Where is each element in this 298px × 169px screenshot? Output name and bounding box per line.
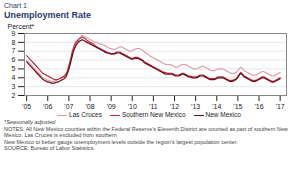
svg-text:'11: '11 [149, 103, 158, 110]
html-text:SOURCE: Bureau of Labor Statis: SOURCE: Bureau of Labor Statistics. [4, 145, 96, 151]
svg-text:'09: '09 [107, 103, 116, 110]
svg-text:'07: '07 [64, 103, 73, 110]
html-text:Southern New Mexico: Southern New Mexico [121, 111, 186, 118]
html-text:New Mexico: New Mexico [205, 111, 241, 118]
svg-text:'17: '17 [276, 103, 285, 110]
svg-text:6: 6 [12, 56, 16, 63]
html-text:Las Cruces: Las Cruces [69, 111, 102, 118]
svg-text:'05: '05 [22, 103, 31, 110]
svg-text:5: 5 [12, 65, 16, 72]
svg-text:'15: '15 [233, 103, 242, 110]
svg-text:'16: '16 [254, 103, 263, 110]
svg-text:3: 3 [12, 83, 16, 90]
svg-text:8: 8 [12, 39, 16, 46]
svg-text:'12: '12 [170, 103, 179, 110]
svg-text:Percent*: Percent* [8, 23, 35, 30]
svg-text:2: 2 [12, 92, 16, 99]
html-text:*Seasonally adjusted: *Seasonally adjusted [4, 119, 56, 125]
svg-text:4: 4 [12, 74, 16, 81]
html-text:Unemployment Rate: Unemployment Rate [4, 10, 91, 20]
svg-text:'13: '13 [191, 103, 200, 110]
html-text:New Mexico to better gauge une: New Mexico to better gauge unemployment … [4, 138, 238, 145]
svg-text:9: 9 [12, 30, 16, 37]
svg-text:7: 7 [12, 47, 16, 54]
svg-text:'14: '14 [212, 103, 221, 110]
svg-text:'10: '10 [128, 103, 137, 110]
html-text:NOTES: All New Mexico counties: NOTES: All New Mexico counties within th… [4, 125, 288, 138]
svg-text:'08: '08 [85, 103, 94, 110]
html-text:Chart 1: Chart 1 [4, 2, 27, 9]
svg-text:'06: '06 [43, 103, 52, 110]
